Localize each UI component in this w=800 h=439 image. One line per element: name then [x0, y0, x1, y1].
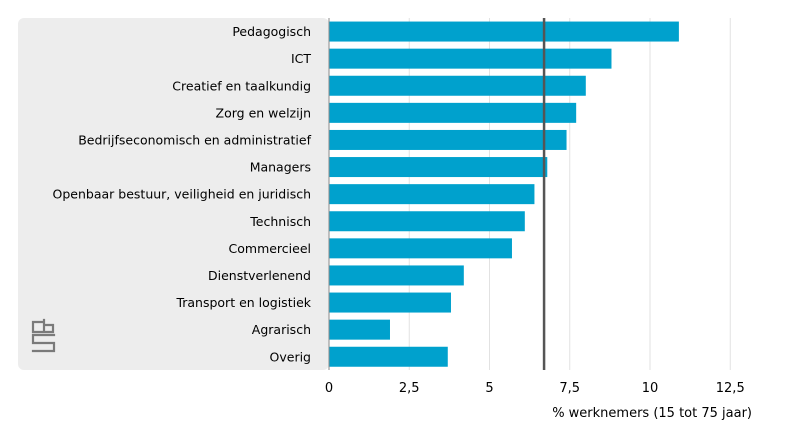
bar: [329, 157, 548, 178]
category-panel-bg: [18, 18, 329, 370]
x-tick-label: 2,5: [399, 381, 420, 396]
category-label: Pedagogisch: [232, 24, 311, 39]
category-label: Managers: [250, 160, 311, 175]
bar: [329, 292, 451, 313]
category-labels: Pedagogisch ICT Creatief en taalkundig Zorg…: [53, 24, 312, 364]
x-tick-label: 10: [642, 381, 659, 396]
bar: [329, 319, 390, 340]
x-tick-label: 12,5: [716, 381, 745, 396]
bar: [329, 265, 464, 286]
x-axis: 0 2,5 5 7,5 10 12,5: [325, 18, 745, 396]
x-tick-label: 0: [325, 381, 333, 396]
category-label: ICT: [291, 51, 311, 66]
bar: [329, 102, 577, 123]
category-label: Agrarisch: [252, 322, 311, 337]
bar: [329, 184, 535, 205]
category-label: Dienstverlenend: [208, 268, 311, 283]
category-label: Creatief en taalkundig: [172, 78, 311, 93]
category-panel: [18, 18, 329, 370]
cbs-logo-icon: [31, 318, 56, 353]
category-label: Transport en logistiek: [175, 295, 311, 310]
category-label: Zorg en welzijn: [216, 105, 311, 120]
bar: [329, 21, 679, 42]
category-label: Overig: [270, 349, 311, 364]
category-label: Bedrijfseconomisch en administratief: [78, 132, 311, 147]
bar: [329, 346, 448, 367]
category-label: Commercieel: [229, 241, 311, 256]
category-label: Technisch: [249, 214, 311, 229]
bar: [329, 129, 567, 150]
bars: [329, 21, 679, 367]
bar: [329, 238, 512, 259]
category-label: Openbaar bestuur, veiligheid en juridisc…: [53, 187, 311, 202]
bar: [329, 211, 525, 232]
bar: [329, 48, 612, 69]
bar: [329, 75, 586, 96]
x-axis-title: % werknemers (15 tot 75 jaar): [552, 406, 752, 421]
x-tick-label: 7,5: [559, 381, 580, 396]
x-tick-label: 5: [485, 381, 493, 396]
